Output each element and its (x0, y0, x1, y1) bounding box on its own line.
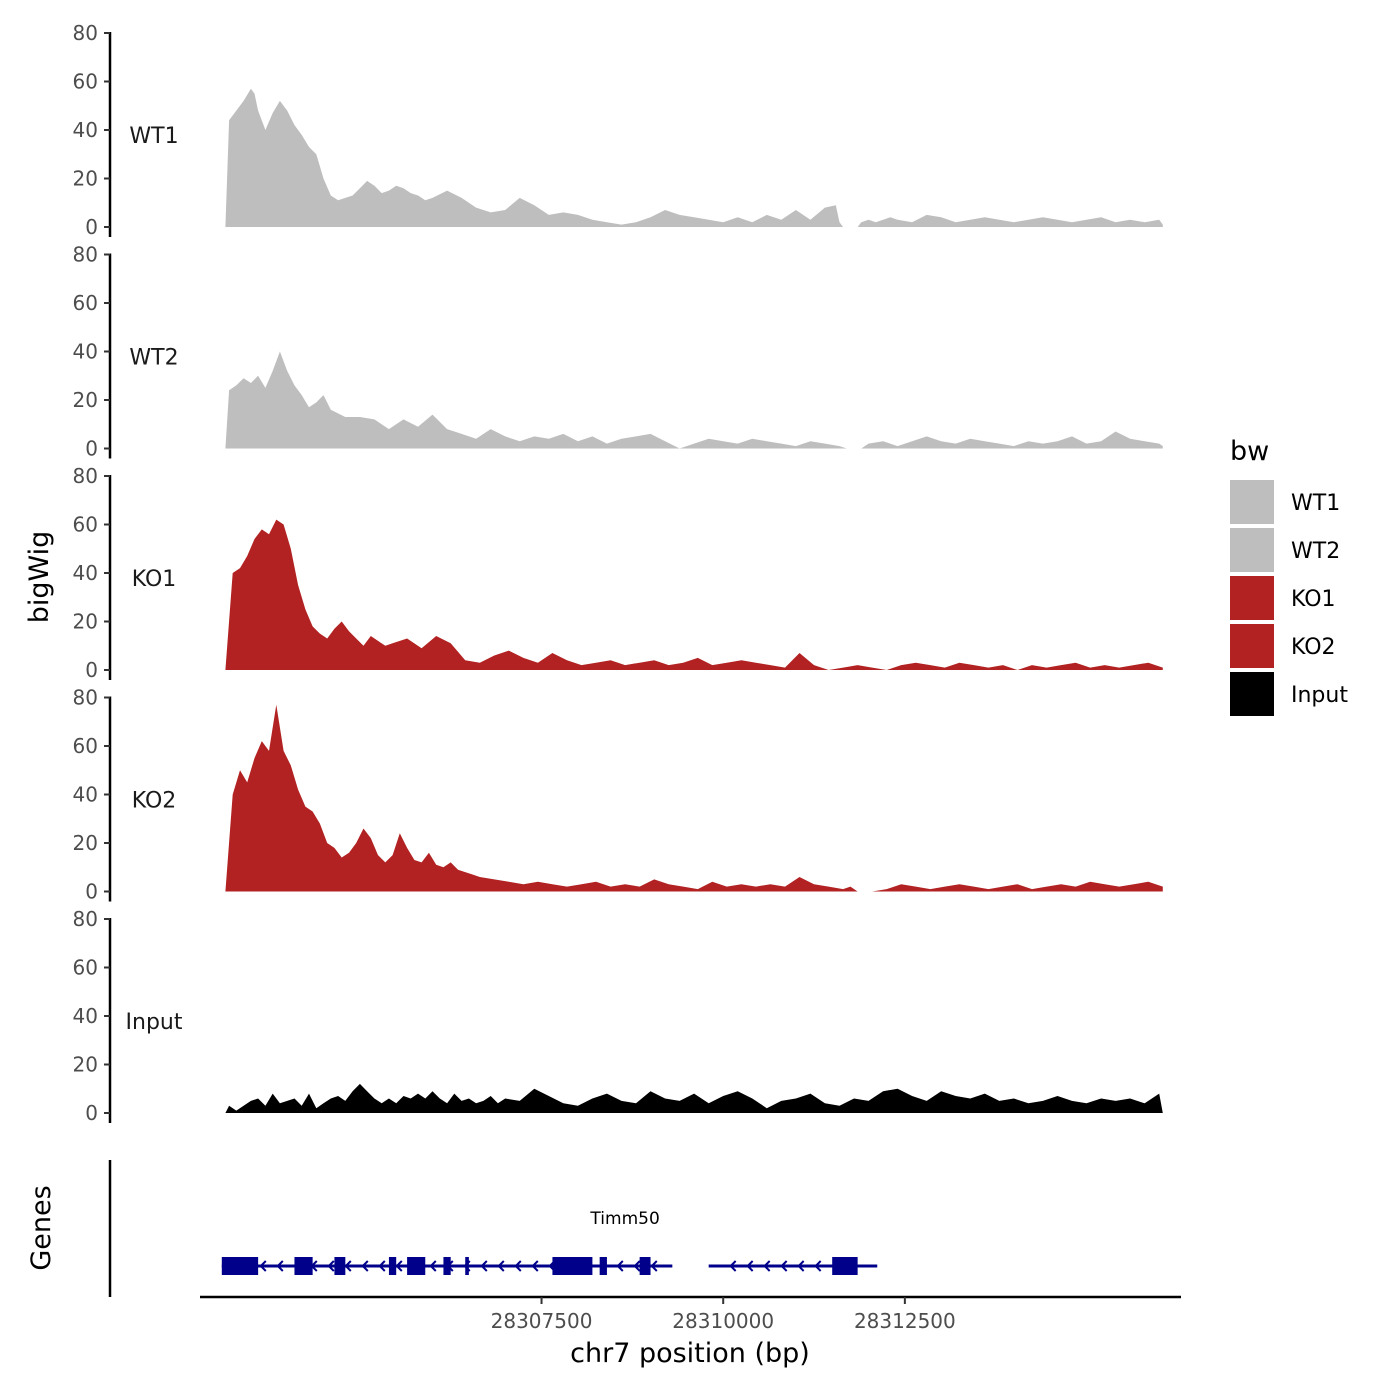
strand-arrow (650, 1260, 658, 1272)
y-tick-label: 20 (73, 1053, 98, 1077)
y-tick-label: 20 (73, 388, 98, 412)
y-tick-label: 0 (85, 215, 98, 239)
y-tick-label: 80 (73, 686, 98, 710)
x-axis-title: chr7 position (bp) (570, 1338, 810, 1369)
legend-swatch-ko1 (1230, 576, 1274, 620)
track-input: 0 20 40 60 80 Input (73, 907, 1163, 1125)
x-tick-label: 28310000 (672, 1309, 774, 1333)
y-axis-title: bigWig (24, 531, 55, 624)
y-tick-label: 40 (73, 1004, 98, 1028)
track-ko1: 0 20 40 60 80 KO1 (73, 464, 1163, 682)
strand-arrow (531, 1260, 539, 1272)
gene-exon (294, 1257, 313, 1275)
strand-arrow (514, 1260, 522, 1272)
legend-label-wt1: WT1 (1291, 491, 1340, 516)
strand-arrow (429, 1260, 437, 1272)
strand-arrow (344, 1260, 352, 1272)
strand-arrow (259, 1260, 267, 1272)
y-tick-label: 20 (73, 167, 98, 191)
legend-swatch-input (1230, 672, 1274, 716)
gene-label: Timm50 (589, 1209, 659, 1229)
y-tick-label: 60 (73, 513, 98, 537)
genes-axis-title: Genes (26, 1185, 57, 1270)
track-label: KO1 (132, 567, 177, 592)
y-tick-label: 40 (73, 783, 98, 807)
legend-swatch-ko2 (1230, 624, 1274, 668)
gene-exon (552, 1257, 593, 1275)
gene-exon (334, 1257, 346, 1275)
y-tick-label: 40 (73, 561, 98, 585)
strand-arrow (616, 1260, 624, 1272)
legend-swatch-wt1 (1230, 480, 1274, 524)
y-tick-label: 0 (85, 1101, 98, 1125)
y-tick-label: 60 (73, 734, 98, 758)
track-wt1: 0 20 40 60 80 WT1 (73, 21, 1163, 239)
y-tick-label: 20 (73, 610, 98, 634)
y-tick-label: 60 (73, 70, 98, 94)
strand-arrow (480, 1260, 488, 1272)
y-tick-label: 0 (85, 880, 98, 904)
track-label: WT2 (129, 346, 178, 371)
strand-arrow (276, 1260, 284, 1272)
genes-layer: Timm50 (108, 1160, 878, 1297)
strand-arrow (497, 1260, 505, 1272)
strand-arrow (361, 1260, 369, 1272)
strand-arrow (395, 1260, 403, 1272)
gene-exon (639, 1257, 651, 1275)
strand-arrow (780, 1260, 788, 1272)
signal-area-input (225, 1083, 1163, 1113)
legend-label-ko1: KO1 (1291, 587, 1336, 612)
legend-label-ko2: KO2 (1291, 635, 1336, 660)
legend-label-wt2: WT2 (1291, 539, 1340, 564)
strand-arrow (327, 1260, 335, 1272)
x-axis: 28307500 28310000 28312500 (200, 1295, 1181, 1333)
y-tick-label: 60 (73, 956, 98, 980)
gene-exon (832, 1257, 858, 1275)
y-tick-label: 0 (85, 437, 98, 461)
y-tick-label: 80 (73, 464, 98, 488)
legend-title: bw (1230, 436, 1269, 467)
y-tick-label: 80 (73, 243, 98, 267)
strand-arrow (729, 1260, 737, 1272)
signal-area-wt2 (225, 351, 1163, 449)
signal-area-wt1 (225, 88, 1163, 227)
track-label: KO2 (132, 789, 177, 814)
gene-exon (465, 1257, 469, 1275)
gene-exon (599, 1257, 607, 1275)
track-wt2: 0 20 40 60 80 WT2 (73, 243, 1163, 461)
gene-exon (443, 1257, 451, 1275)
strand-arrow (633, 1260, 641, 1272)
legend-swatch-wt2 (1230, 528, 1274, 572)
strand-arrow (797, 1260, 805, 1272)
tracks-layer: 0 20 40 60 80 WT1 0 20 40 60 80 WT2 0 20 40 60 80 KO1 0 20 4… (73, 21, 1163, 1125)
gene-exon (407, 1257, 426, 1275)
signal-area-ko2 (225, 704, 1163, 892)
y-tick-label: 60 (73, 291, 98, 315)
x-tick-label: 28312500 (854, 1309, 956, 1333)
track-ko2: 0 20 40 60 80 KO2 (73, 686, 1163, 904)
strand-arrow (814, 1260, 822, 1272)
track-label: Input (126, 1010, 183, 1035)
strand-arrow (746, 1260, 754, 1272)
y-tick-label: 0 (85, 658, 98, 682)
track-label: WT1 (129, 124, 178, 149)
signal-area-ko1 (225, 519, 1163, 670)
x-tick-label: 28307500 (491, 1309, 593, 1333)
y-tick-label: 80 (73, 907, 98, 931)
strand-arrow (763, 1260, 771, 1272)
y-tick-label: 80 (73, 21, 98, 45)
y-tick-label: 20 (73, 831, 98, 855)
gene-exon (221, 1257, 259, 1275)
strand-arrow (378, 1260, 386, 1272)
y-tick-label: 40 (73, 340, 98, 364)
legend: bw WT1 WT2 KO1 KO2 Input (1230, 436, 1348, 716)
gene-exon (388, 1257, 397, 1275)
y-tick-label: 40 (73, 118, 98, 142)
legend-label-input: Input (1291, 683, 1348, 708)
